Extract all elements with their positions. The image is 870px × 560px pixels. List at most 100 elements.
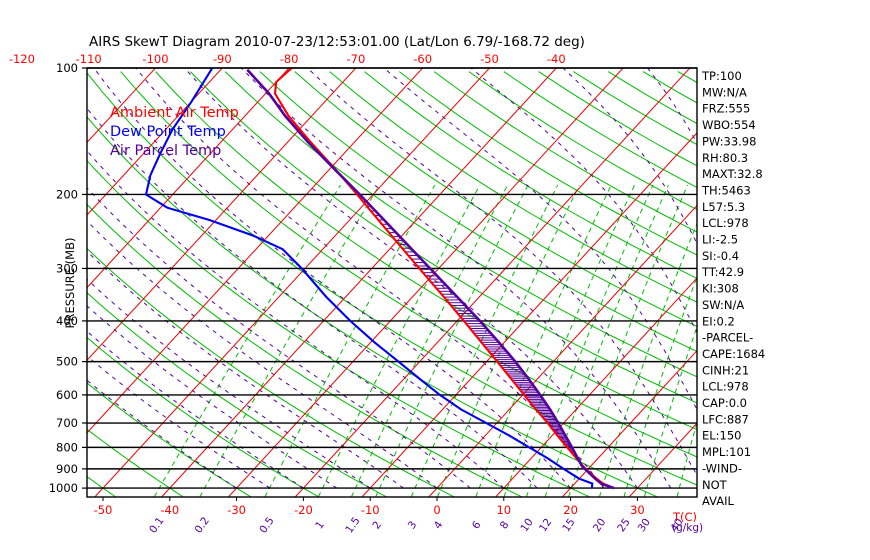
- mixing-ratio-label-6: 6: [470, 519, 484, 532]
- moist-adiabat--20: [87, 330, 304, 489]
- mixing-ratio-6: [475, 184, 612, 497]
- dry-adiabat--10: [87, 291, 387, 497]
- top-temp-label--90: -90: [213, 52, 232, 66]
- dry-adiabat--40: [87, 428, 184, 497]
- dry-adiabat-150: [468, 71, 697, 211]
- isotherm--10: [361, 132, 697, 497]
- mixing-ratio-40: [676, 420, 697, 497]
- index-cape: CAPE:1684: [702, 347, 765, 361]
- index-mpl: MPL:101: [702, 445, 751, 459]
- mixing-ratio-label-20: 20: [591, 516, 609, 534]
- legend-item-dewpoint: Dew Point Temp: [110, 124, 226, 140]
- mixing-ratio-label-4: 4: [432, 519, 446, 532]
- pressure-tick-label-1000: 1000: [49, 481, 78, 495]
- index-wind1: NOT: [702, 478, 728, 492]
- mixing-ratio-3: [410, 184, 559, 497]
- mixing-ratio-15: [568, 184, 688, 497]
- isotherm--30: [228, 68, 624, 497]
- dry-adiabat-200: [642, 71, 697, 104]
- isotherm--40: [161, 68, 557, 497]
- moist-adiabat-25: [135, 68, 605, 489]
- bottom-temp-label-0: 0: [433, 503, 440, 517]
- dry-adiabat--20: [87, 336, 320, 497]
- dry-adiabat-140: [433, 71, 697, 233]
- pressure-tick-label-300: 300: [56, 261, 78, 275]
- mixing-ratio-label-15: 15: [560, 516, 578, 534]
- top-temp-label--70: -70: [346, 52, 365, 66]
- top-temp-label--120: -120: [9, 52, 35, 66]
- mixing-ratio-label-0.5: 0.5: [257, 515, 276, 536]
- bottom-temp-label--10: -10: [361, 503, 380, 517]
- mixing-ratio-tick-labels: 0.1 0.2 0.5 1 1.5 2 3 4 6 8 10 12 15 20 25 30 40: [147, 515, 686, 536]
- isotherm--100: [87, 68, 157, 144]
- index-el: EL:150: [702, 429, 742, 443]
- dry-adiabat-90: [259, 71, 697, 352]
- index-si: SI:-0.4: [702, 249, 739, 263]
- moist-adiabat-5: [87, 187, 471, 489]
- pressure-tick-label-600: 600: [56, 388, 78, 402]
- dry-adiabat-20: [87, 159, 591, 497]
- pressure-tick-label-200: 200: [56, 187, 78, 201]
- mixing-ratio-label-0.1: 0.1: [147, 515, 166, 536]
- y-axis-label: PRESSURE (MB): [63, 238, 77, 329]
- dry-adiabat--30: [87, 382, 252, 497]
- mixing-ratio-label-0.2: 0.2: [192, 515, 211, 536]
- mixing-ratio-label-12: 12: [537, 516, 555, 534]
- isotherm--80: [87, 68, 290, 289]
- temperature-unit-label: T(C): [672, 510, 697, 524]
- dry-adiabat--60: [0, 72, 48, 497]
- pressure-tick-label-700: 700: [56, 416, 78, 430]
- isotherm--110: [87, 68, 90, 71]
- moist-adiabat-45: [383, 68, 697, 411]
- pressure-tick-label-500: 500: [56, 355, 78, 369]
- isotherm-60: [830, 59, 870, 497]
- moist-adiabat-10: [87, 149, 505, 489]
- isotherm--120: [0, 59, 31, 497]
- mixing-ratio-0.2: [199, 184, 380, 497]
- dry-adiabat-70: [190, 71, 697, 404]
- mixing-ratio-label-8: 8: [498, 519, 512, 531]
- bottom-temp-label-30: 30: [630, 503, 645, 517]
- index-lfc: LFC:887: [702, 412, 749, 426]
- index-maxt: MAXT:32.8: [702, 167, 763, 181]
- dewpoint-curve: [144, 68, 594, 489]
- index-li: LI:-2.5: [702, 233, 738, 247]
- mixing-ratio-2: [375, 184, 529, 497]
- bottom-temp-label--40: -40: [160, 503, 179, 517]
- mixing-ratio-label-1.5: 1.5: [343, 515, 362, 536]
- mixing-ratio-unit-label: (g/kg): [672, 522, 703, 534]
- pressure-tick-labels: 100 200 300 400 500 600 700 800 900 1000: [49, 61, 78, 495]
- index-ki: KI:308: [702, 282, 739, 296]
- dry-adiabat-0: [87, 247, 455, 497]
- mixing-ratio-20: [598, 222, 697, 497]
- moist-adiabat-0: [87, 220, 438, 489]
- index-tp: TP:100: [701, 69, 742, 83]
- bottom-temp-label-10: 10: [496, 503, 511, 517]
- top-temp-label--40: -40: [547, 52, 566, 66]
- mixing-ratio-label-1: 1: [313, 519, 327, 531]
- index-wind_hdr: -WIND-: [702, 461, 742, 475]
- pressure-tick-label-400: 400: [56, 314, 78, 328]
- top-temp-label--110: -110: [76, 52, 102, 66]
- dry-adiabat-60: [155, 71, 697, 431]
- moist-adiabat-40: [307, 68, 697, 477]
- index-parcel_hdr: -PARCEL-: [702, 331, 753, 345]
- mixing-ratio-label-10: 10: [518, 516, 536, 534]
- moist-adiabat-35: [240, 68, 672, 489]
- mixing-ratio-label-25: 25: [615, 516, 633, 534]
- dry-adiabat-120: [364, 71, 697, 279]
- bottom-temp-label--20: -20: [294, 503, 313, 517]
- legend-item-parcel: Air Parcel Temp: [110, 143, 221, 159]
- index-lcl: LCL:978: [702, 216, 749, 230]
- dry-adiabat--50: [87, 476, 116, 497]
- dry-adiabat-80: [224, 71, 697, 378]
- isotherm--90: [87, 68, 223, 216]
- bottom-temp-label-20: 20: [563, 503, 578, 517]
- mixing-ratio-0.1: [153, 184, 341, 497]
- top-temperature-tick-labels: -120 -110 -100 -90 -80 -70 -60 -50 -40: [9, 52, 566, 66]
- index-mw: MW:N/A: [702, 85, 747, 99]
- pressure-tick-label-100: 100: [56, 61, 78, 75]
- index-cinh: CINH:21: [702, 363, 749, 377]
- profile-curves: [144, 68, 615, 490]
